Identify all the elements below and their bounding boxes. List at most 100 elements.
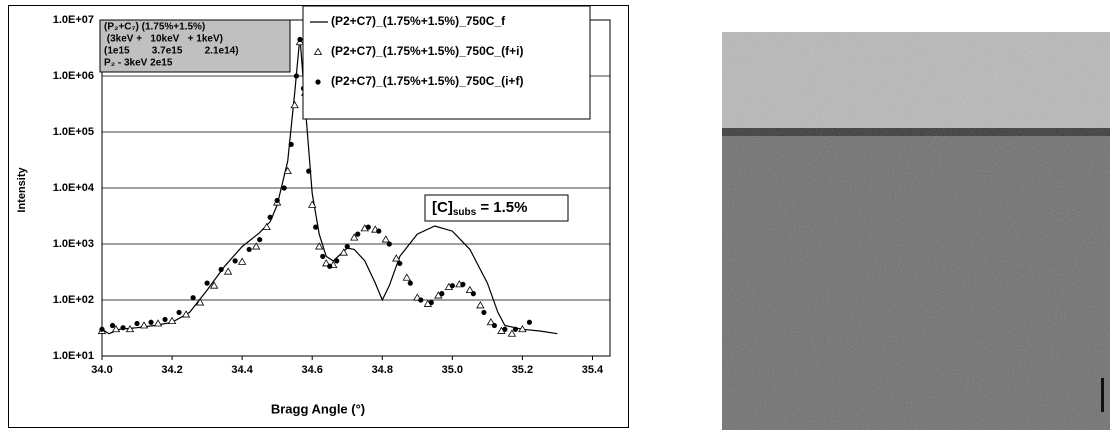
annotation-part: [C]	[432, 199, 453, 216]
dot-marker	[281, 185, 287, 191]
triangle-marker	[339, 248, 348, 256]
info-text: (3keV + 10keV + 1keV)	[104, 34, 223, 45]
series-line	[101, 36, 558, 335]
y-tick-label: 1.0E+03	[53, 238, 94, 250]
triangle-marker	[308, 200, 317, 208]
legend-box	[302, 5, 591, 120]
dot-marker	[293, 73, 300, 79]
dot-marker	[99, 326, 105, 332]
x-tick-label: 35.4	[582, 364, 604, 376]
info-text: (P₂+C₇) (1.75%+1.5%)	[104, 22, 205, 33]
dot-marker	[481, 309, 487, 316]
legend-label: (P2+C7)_(1.75%+1.5%)_750C_(f+i)	[331, 44, 523, 58]
dot-marker	[134, 320, 140, 327]
dot-marker	[365, 224, 371, 230]
dot-marker	[344, 243, 350, 250]
triangle-marker	[251, 242, 261, 250]
dot-marker	[190, 295, 196, 301]
y-tick-label: 1.0E+04	[53, 182, 95, 194]
triangle-marker	[111, 324, 121, 333]
triangle-marker	[350, 233, 359, 241]
dot-marker	[246, 246, 252, 253]
triangle-marker	[381, 235, 390, 243]
y-tick-label: 1.0E+02	[53, 294, 94, 306]
triangle-marker	[476, 301, 485, 309]
triangle-marker	[195, 298, 205, 306]
dot-marker	[327, 263, 333, 269]
triangle-marker	[283, 166, 292, 175]
dot-marker	[267, 214, 273, 220]
legend-triangle	[313, 47, 323, 55]
triangle-marker	[237, 257, 247, 265]
triangle-marker	[402, 273, 411, 281]
dot-marker	[418, 297, 424, 303]
dot-marker	[502, 326, 508, 332]
y-tick-label: 1.0E+07	[53, 14, 94, 26]
triangle-marker	[465, 285, 475, 294]
dot-marker	[257, 236, 263, 243]
annotation-part: subs	[453, 207, 477, 218]
x-tick-label: 34.6	[301, 364, 322, 376]
annotation-part: = 1.5%	[476, 199, 527, 216]
triangle-marker	[153, 319, 163, 327]
dot-marker	[512, 326, 519, 332]
dot-marker	[306, 168, 312, 174]
legend-label: (P2+C7)_(1.75%+1.5%)_750C_f	[331, 14, 506, 28]
dot-marker	[288, 141, 294, 148]
triangle-marker	[290, 100, 299, 109]
x-tick-label: 34.2	[161, 364, 182, 376]
triangle-marker	[392, 254, 401, 262]
x-axis-label: Bragg Angle (°)	[271, 401, 365, 416]
info-text: (1e15 3.7e15 2.1e14)	[104, 46, 239, 57]
legend-dot	[315, 79, 321, 85]
triangle-marker	[507, 329, 517, 337]
dot-marker	[376, 228, 382, 234]
dot-marker	[460, 281, 466, 287]
x-tick-label: 35.2	[512, 364, 533, 376]
triangle-marker	[167, 316, 177, 324]
dot-marker	[232, 258, 238, 264]
triangle-marker	[181, 310, 191, 318]
dot-marker	[439, 291, 445, 297]
annotation-box	[424, 194, 569, 222]
dot-marker	[218, 266, 224, 273]
x-tick-label: 34.8	[372, 364, 393, 376]
y-tick-label: 1.0E+06	[53, 70, 94, 82]
x-tick-label: 34.4	[231, 364, 253, 376]
x-tick-label: 34.0	[91, 364, 112, 376]
triangle-marker	[262, 222, 271, 231]
triangle-marker	[315, 242, 324, 250]
triangle-marker	[125, 324, 135, 333]
dot-marker	[297, 36, 303, 43]
dot-marker	[176, 309, 182, 316]
dot-marker	[386, 241, 392, 247]
dot-marker	[397, 260, 403, 267]
dot-marker	[355, 231, 361, 237]
y-tick-label: 1.0E+05	[53, 126, 94, 138]
triangle-marker	[223, 267, 233, 275]
dot-marker	[313, 224, 319, 230]
info-box	[99, 19, 291, 73]
dot-marker	[109, 322, 116, 329]
dot-marker	[407, 280, 413, 286]
y-tick-label: 1.0E+01	[53, 350, 94, 362]
y-axis-label: Intensity	[16, 167, 28, 213]
annotation: [C]subs = 1.5%	[432, 199, 527, 218]
dot-marker	[204, 280, 210, 286]
dot-marker	[470, 291, 476, 297]
dot-marker	[274, 197, 280, 204]
legend-label: (P2+C7)_(1.75%+1.5%)_750C_(i+f)	[331, 74, 523, 88]
dot-marker	[428, 299, 434, 306]
info-text: P₂ - 3keV 2e15	[104, 58, 173, 69]
dot-marker	[162, 316, 168, 323]
triangle-marker	[518, 324, 527, 333]
dot-marker	[120, 325, 126, 331]
triangle-marker	[209, 281, 219, 289]
dot-marker	[449, 283, 455, 289]
tem-image	[722, 32, 1110, 430]
dot-marker	[491, 322, 497, 329]
x-tick-label: 35.0	[442, 364, 463, 376]
triangle-marker	[486, 317, 496, 326]
dot-marker	[334, 258, 340, 264]
